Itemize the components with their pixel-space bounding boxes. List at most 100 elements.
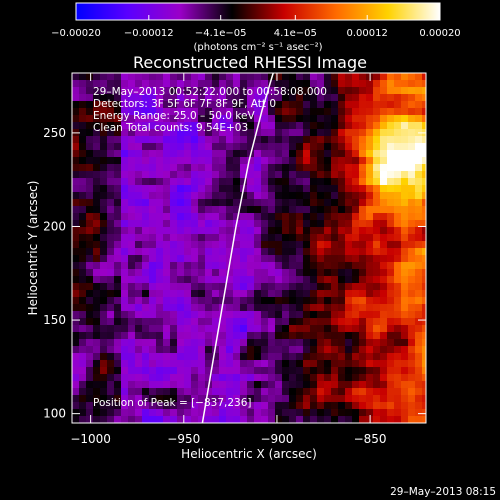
heatmap-cell <box>247 332 255 340</box>
heatmap-cell <box>149 332 157 340</box>
heatmap-cell <box>79 206 87 214</box>
heatmap-cell <box>219 388 227 396</box>
heatmap-cell <box>387 388 395 396</box>
heatmap-cell <box>240 395 248 403</box>
heatmap-cell <box>191 178 199 186</box>
heatmap-cell <box>247 346 255 354</box>
heatmap-cell <box>149 157 157 165</box>
heatmap-cell <box>79 80 87 88</box>
heatmap-cell <box>373 276 381 284</box>
heatmap-cell <box>163 262 171 270</box>
heatmap-cell <box>387 416 395 423</box>
heatmap-cell <box>86 311 94 319</box>
heatmap-cell <box>177 150 185 158</box>
heatmap-cell <box>142 311 150 319</box>
heatmap-cell <box>212 276 220 284</box>
heatmap-cell <box>373 80 381 88</box>
heatmap-cell <box>212 101 220 109</box>
heatmap-cell <box>205 94 213 102</box>
heatmap-cell <box>310 234 318 242</box>
heatmap-cell <box>128 94 136 102</box>
heatmap-cell <box>394 395 402 403</box>
heatmap-cell <box>135 108 143 116</box>
heatmap-cell <box>149 80 157 88</box>
heatmap-cell <box>352 353 360 361</box>
heatmap-cell <box>142 199 150 207</box>
heatmap-cell <box>184 185 192 193</box>
heatmap-cell <box>205 234 213 242</box>
heatmap-cell <box>261 276 269 284</box>
heatmap-cell <box>86 101 94 109</box>
heatmap-cell <box>114 80 122 88</box>
heatmap-cell <box>205 122 213 130</box>
heatmap-cell <box>121 206 129 214</box>
heatmap-cell <box>422 388 426 396</box>
heatmap-cell <box>289 283 297 291</box>
heatmap-cell <box>310 409 318 417</box>
heatmap-cell <box>191 227 199 235</box>
heatmap-cell <box>184 248 192 256</box>
heatmap-cell <box>142 248 150 256</box>
heatmap-cell <box>86 108 94 116</box>
heatmap-cell <box>415 206 423 214</box>
heatmap-cell <box>128 171 136 179</box>
heatmap-cell <box>401 395 409 403</box>
heatmap-cell <box>275 297 283 305</box>
heatmap-cell <box>380 374 388 382</box>
heatmap-cell <box>268 381 276 389</box>
heatmap-cell <box>415 157 423 165</box>
heatmap-cell <box>394 409 402 417</box>
heatmap-cell <box>156 339 164 347</box>
heatmap-cell <box>226 227 234 235</box>
heatmap-cell <box>177 192 185 200</box>
heatmap-cell <box>93 416 101 423</box>
heatmap-cell <box>394 388 402 396</box>
heatmap-cell <box>100 101 108 109</box>
heatmap-cell <box>205 115 213 123</box>
heatmap-cell <box>163 213 171 221</box>
heatmap-cell <box>86 409 94 417</box>
heatmap-cell <box>261 416 269 423</box>
heatmap-cell <box>93 227 101 235</box>
heatmap-cell <box>233 241 241 249</box>
heatmap-cell <box>163 248 171 256</box>
heatmap-cell <box>338 80 346 88</box>
heatmap-cell <box>107 262 115 270</box>
heatmap-cell <box>268 248 276 256</box>
heatmap-cell <box>135 101 143 109</box>
heatmap-cell <box>170 80 178 88</box>
heatmap-cell <box>121 129 129 137</box>
heatmap-cell <box>198 360 206 368</box>
heatmap-cell <box>289 94 297 102</box>
heatmap-cell <box>142 388 150 396</box>
heatmap-cell <box>191 332 199 340</box>
heatmap-cell <box>394 325 402 333</box>
heatmap-cell <box>338 255 346 263</box>
heatmap-cell <box>100 409 108 417</box>
heatmap-cell <box>72 213 80 221</box>
heatmap-cell <box>72 248 80 256</box>
heatmap-cell <box>303 360 311 368</box>
heatmap-cell <box>226 122 234 130</box>
heatmap-cell <box>191 339 199 347</box>
heatmap-cell <box>142 332 150 340</box>
heatmap-cell <box>303 199 311 207</box>
heatmap-cell <box>352 241 360 249</box>
heatmap-cell <box>254 311 262 319</box>
heatmap-cell <box>149 339 157 347</box>
heatmap-cell <box>310 73 318 81</box>
heatmap-cell <box>107 234 115 242</box>
heatmap-cell <box>198 171 206 179</box>
heatmap-cell <box>149 122 157 130</box>
heatmap-cell <box>303 129 311 137</box>
heatmap-cell <box>149 164 157 172</box>
colorbar-units-label: (photons cm⁻² s⁻¹ asec⁻²) <box>193 42 322 53</box>
heatmap-cell <box>212 199 220 207</box>
heatmap-cell <box>100 276 108 284</box>
heatmap-cell <box>408 395 416 403</box>
heatmap-cell <box>331 318 339 326</box>
heatmap-cell <box>422 297 426 305</box>
heatmap-cell <box>415 395 423 403</box>
heatmap-cell <box>282 241 290 249</box>
heatmap-cell <box>93 269 101 277</box>
